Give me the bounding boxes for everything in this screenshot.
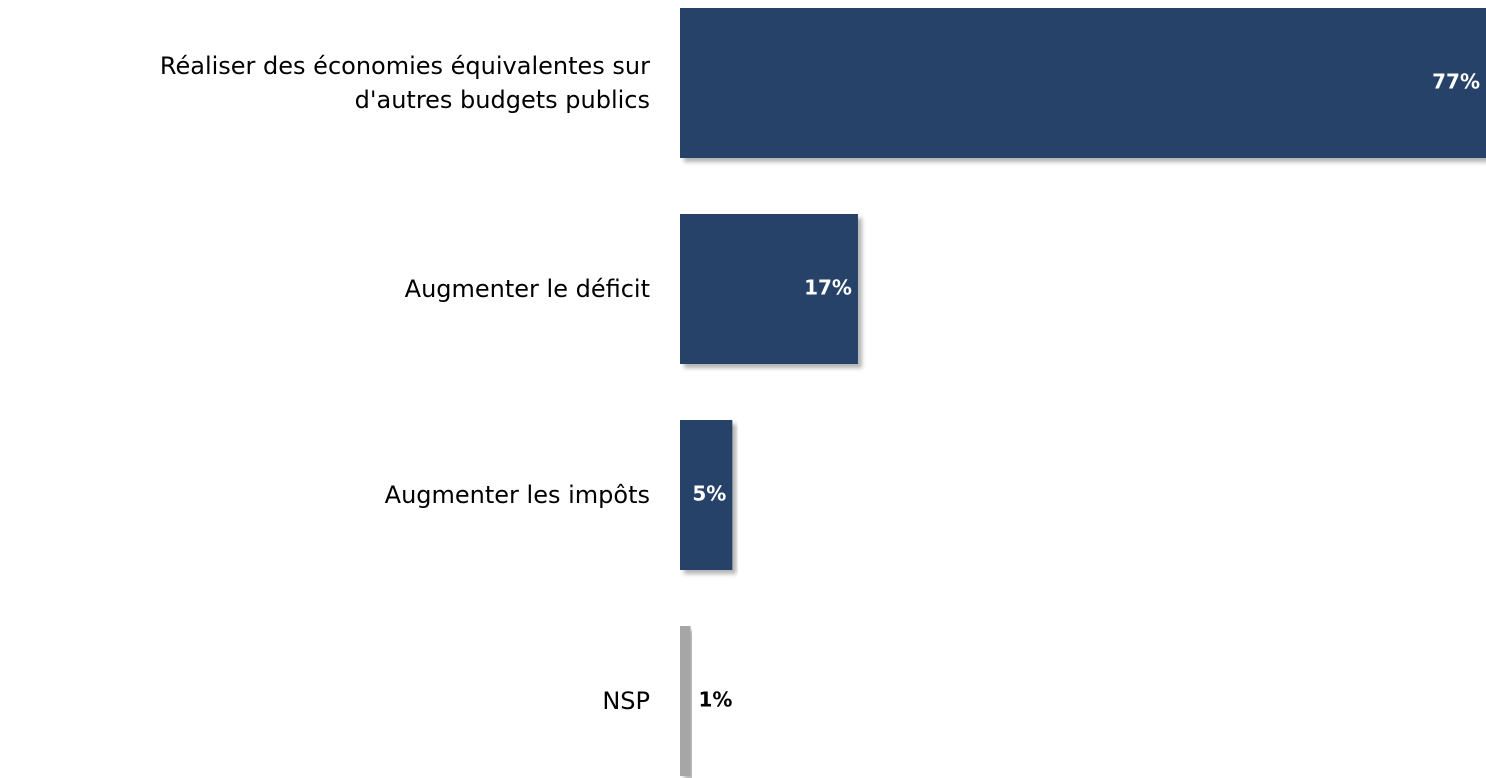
category-label: Réaliser des économies équivalentes sur …	[159, 52, 650, 114]
data-label: 17%	[804, 276, 852, 300]
category-label: Augmenter les impôts	[384, 481, 650, 509]
bar	[680, 420, 733, 570]
category-label: Augmenter le déficit	[404, 275, 650, 303]
data-label: 1%	[698, 688, 732, 712]
bar	[680, 626, 691, 776]
bar	[680, 8, 1486, 158]
data-label: 77%	[1432, 70, 1480, 94]
data-label: 5%	[692, 482, 726, 506]
bar	[680, 214, 858, 364]
category-label: NSP	[602, 687, 650, 715]
